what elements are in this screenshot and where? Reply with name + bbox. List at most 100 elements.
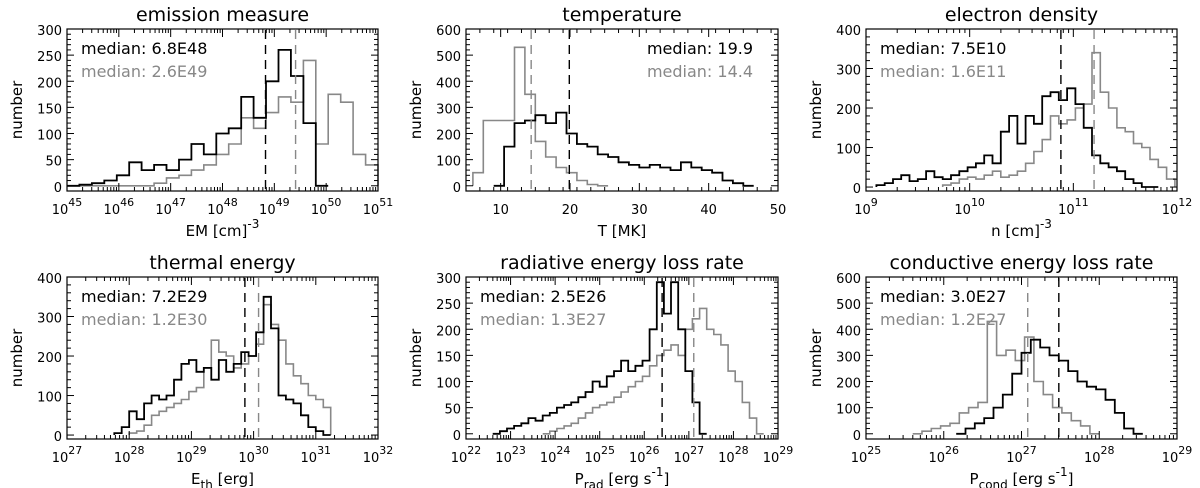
y-tick-label: 400: [37, 272, 62, 287]
panel-5: 0 50 100 150 200 250 300 1022 1023 1024 1025 1026 10…: [407, 252, 793, 488]
x-tick-label: 1011: [1058, 196, 1089, 218]
y-tick-label: 200: [436, 129, 461, 144]
histogram-black: [493, 111, 754, 187]
median-label-2: median: 1.3E27: [480, 310, 606, 329]
y-axis-label: number: [407, 80, 425, 139]
y-tick-label: 400: [436, 76, 461, 91]
x-tick-label: 1031: [301, 444, 332, 466]
x-tick-label: 1012: [1162, 196, 1193, 218]
x-axis-label: T [MK]: [597, 222, 646, 240]
x-tick-label: 1047: [155, 196, 186, 218]
x-tick-label: 1028: [1084, 444, 1115, 466]
y-tick-label: 300: [436, 102, 461, 117]
x-tick-label: 1046: [104, 196, 135, 218]
x-tick-label: 1048: [207, 196, 238, 218]
x-axis-label: n [cm]-3: [991, 217, 1052, 240]
y-tick-label: 100: [436, 155, 461, 170]
x-tick-label: 1030: [238, 444, 269, 466]
x-axis-label: EM [cm]-3: [186, 217, 260, 240]
x-tick-label: 1029: [1162, 444, 1193, 466]
y-tick-label: 100: [37, 391, 62, 406]
histogram-black: [113, 295, 331, 436]
panel-6: 0 100 200 300 400 500 600 1025 1026 1027 1028 1029 c…: [807, 252, 1192, 488]
y-tick-label: 300: [836, 64, 861, 79]
median-label-2: median: 1.2E30: [81, 310, 207, 329]
median-label-2: median: 1.2E27: [880, 310, 1006, 329]
x-tick-label: 1045: [52, 196, 83, 218]
median-label-1: median: 6.8E48: [81, 39, 207, 58]
x-tick-label: 1026: [629, 444, 660, 466]
x-tick-label: 1028: [718, 444, 749, 466]
panel-1: 0 50 100 150 200 250 300 1045 1046 1047 1048 1049 10…: [8, 4, 393, 240]
y-tick-label: 200: [37, 76, 62, 91]
x-axis-label: Prad [erg s-1]: [575, 465, 670, 488]
plot-frame: [465, 28, 779, 192]
panel-title: conductive energy loss rate: [890, 252, 1154, 274]
histogram-black: [67, 49, 329, 187]
plot-frame: [865, 28, 1178, 192]
plot-frame: [465, 276, 779, 440]
panel-2: 0 100 200 300 400 500 600 10 20 30 40 50 temperature…: [407, 4, 786, 240]
y-tick-label: 100: [836, 403, 861, 418]
y-tick-label: 0: [853, 429, 861, 444]
panel-title: emission measure: [136, 4, 309, 26]
y-tick-label: 200: [436, 324, 461, 339]
x-tick-label: 50: [770, 203, 787, 218]
y-tick-label: 150: [436, 350, 461, 365]
y-tick-label: 500: [436, 50, 461, 65]
x-tick-label: 20: [562, 203, 579, 218]
x-tick-label: 1026: [928, 444, 959, 466]
x-tick-label: 1032: [363, 444, 394, 466]
y-tick-label: 250: [37, 50, 62, 65]
x-tick-label: 1025: [851, 444, 882, 466]
y-tick-label: 200: [836, 377, 861, 392]
y-tick-label: 250: [436, 298, 461, 313]
median-label-1: median: 7.5E10: [880, 39, 1006, 58]
y-tick-label: 0: [453, 429, 461, 444]
x-tick-label: 1022: [451, 444, 482, 466]
y-tick-label: 600: [436, 24, 461, 39]
median-label-2: median: 14.4: [647, 62, 753, 81]
y-tick-label: 200: [836, 103, 861, 118]
x-tick-label: 40: [700, 203, 717, 218]
y-tick-label: 300: [37, 312, 62, 327]
histogram-gray: [941, 51, 1176, 187]
plot-frame: [66, 276, 379, 440]
y-tick-label: 100: [37, 129, 62, 144]
x-tick-label: 10: [492, 203, 509, 218]
x-tick-label: 1023: [495, 444, 526, 466]
histogram-gray: [472, 46, 609, 187]
panel-title: temperature: [562, 4, 681, 26]
y-tick-label: 150: [37, 102, 62, 117]
median-label-2: median: 1.6E11: [880, 62, 1006, 81]
x-axis-label: Pcond [erg s-1]: [970, 465, 1074, 488]
histogram-gray: [912, 320, 1100, 435]
y-axis-label: number: [407, 328, 425, 387]
y-tick-label: 0: [853, 182, 861, 197]
x-tick-label: 1029: [176, 444, 207, 466]
y-tick-label: 300: [37, 24, 62, 39]
x-axis-label: Eth [erg]: [191, 470, 254, 488]
median-label-1: median: 7.2E29: [81, 287, 207, 306]
panel-4: 0 100 200 300 400 1027 1028 1029 1030 1031 1032 the…: [8, 252, 393, 488]
x-tick-label: 1025: [584, 444, 615, 466]
y-axis-label: number: [807, 80, 825, 139]
histogram-black: [956, 338, 1143, 435]
y-tick-label: 50: [444, 403, 461, 418]
y-tick-label: 0: [453, 181, 461, 196]
y-tick-label: 0: [54, 181, 62, 196]
y-tick-label: 0: [54, 430, 62, 445]
x-tick-label: 30: [631, 203, 648, 218]
y-tick-label: 300: [436, 272, 461, 287]
x-tick-label: 1027: [52, 444, 83, 466]
y-tick-label: 400: [836, 324, 861, 339]
x-tick-label: 1027: [674, 444, 705, 466]
panel-title: electron density: [945, 4, 1098, 26]
x-tick-label: 1049: [259, 196, 290, 218]
histogram-black: [875, 87, 1159, 188]
y-tick-label: 100: [836, 143, 861, 158]
x-tick-label: 1027: [1006, 444, 1037, 466]
median-label-2: median: 2.6E49: [81, 62, 207, 81]
x-tick-label: 1050: [311, 196, 342, 218]
